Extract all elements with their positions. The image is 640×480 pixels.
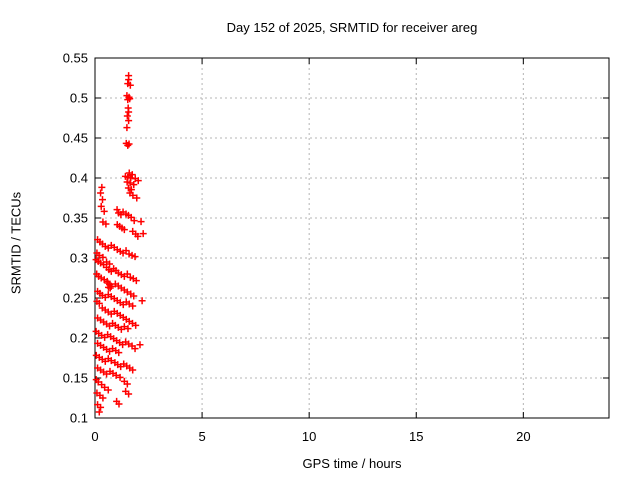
data-point — [112, 371, 120, 379]
y-tick-label: 0.5 — [70, 91, 88, 106]
data-point — [137, 218, 145, 226]
data-point — [120, 323, 128, 331]
y-tick-label: 0.2 — [70, 331, 88, 346]
y-tick-label: 0.55 — [63, 51, 88, 66]
data-point — [123, 124, 131, 132]
y-tick-label: 0.15 — [63, 371, 88, 386]
data-point — [126, 179, 134, 187]
data-point — [125, 140, 133, 148]
data-point — [126, 95, 134, 103]
y-tick-label: 0.4 — [70, 171, 88, 186]
data-point — [124, 325, 132, 333]
data-point — [123, 112, 131, 120]
data-point — [134, 177, 142, 185]
plot-border — [94, 57, 610, 419]
data-point — [100, 207, 108, 215]
data-point — [138, 297, 146, 305]
data-point — [130, 181, 138, 189]
data-point — [125, 390, 133, 398]
data-point — [126, 81, 134, 89]
x-tick-label: 5 — [198, 429, 205, 444]
y-tick-label: 0.3 — [70, 251, 88, 266]
data-point — [131, 345, 139, 353]
data-point — [134, 232, 142, 240]
data-point — [104, 386, 112, 394]
data-point — [115, 349, 123, 357]
data-point — [130, 292, 138, 300]
data-point — [133, 194, 141, 202]
data-point — [136, 341, 144, 349]
data-point — [128, 171, 136, 179]
x-tick-label: 15 — [409, 429, 423, 444]
data-point — [125, 76, 133, 84]
data-point — [132, 277, 140, 285]
data-point — [123, 380, 131, 388]
data-point — [97, 189, 105, 197]
x-axis-label: GPS time / hours — [302, 456, 402, 471]
data-point — [132, 321, 140, 329]
data-point — [116, 373, 124, 381]
data-point — [120, 226, 128, 234]
data-point — [102, 220, 110, 228]
y-tick-label: 0.1 — [70, 411, 88, 426]
data-point — [127, 186, 135, 194]
data-point — [113, 206, 121, 214]
data-point — [95, 251, 103, 259]
y-axis-label: SRMTID / TECUs — [8, 191, 24, 295]
data-point — [131, 253, 139, 261]
data-point — [95, 299, 103, 307]
data-point — [115, 400, 123, 408]
data-point — [99, 394, 107, 402]
data-point — [98, 196, 106, 204]
data-point — [129, 302, 137, 310]
x-tick-label: 20 — [516, 429, 530, 444]
data-point — [101, 383, 109, 391]
y-tick-label: 0.25 — [63, 291, 88, 306]
y-tick-label: 0.45 — [63, 131, 88, 146]
x-tick-label: 10 — [302, 429, 316, 444]
data-point — [129, 366, 137, 374]
data-point — [98, 183, 106, 191]
y-tick-label: 0.35 — [63, 211, 88, 226]
data-point — [106, 284, 114, 292]
data-point — [97, 403, 105, 411]
data-point — [129, 191, 137, 199]
x-tick-label: 0 — [91, 429, 98, 444]
data-point — [107, 357, 115, 365]
data-point — [99, 253, 107, 261]
data-point — [130, 217, 138, 225]
data-point — [139, 230, 147, 238]
chart-title: Day 152 of 2025, SRMTID for receiver are… — [226, 20, 478, 35]
data-point — [124, 141, 132, 149]
data-point — [125, 117, 133, 125]
data-point — [95, 408, 103, 416]
data-point — [97, 202, 105, 210]
data-point — [125, 108, 133, 116]
